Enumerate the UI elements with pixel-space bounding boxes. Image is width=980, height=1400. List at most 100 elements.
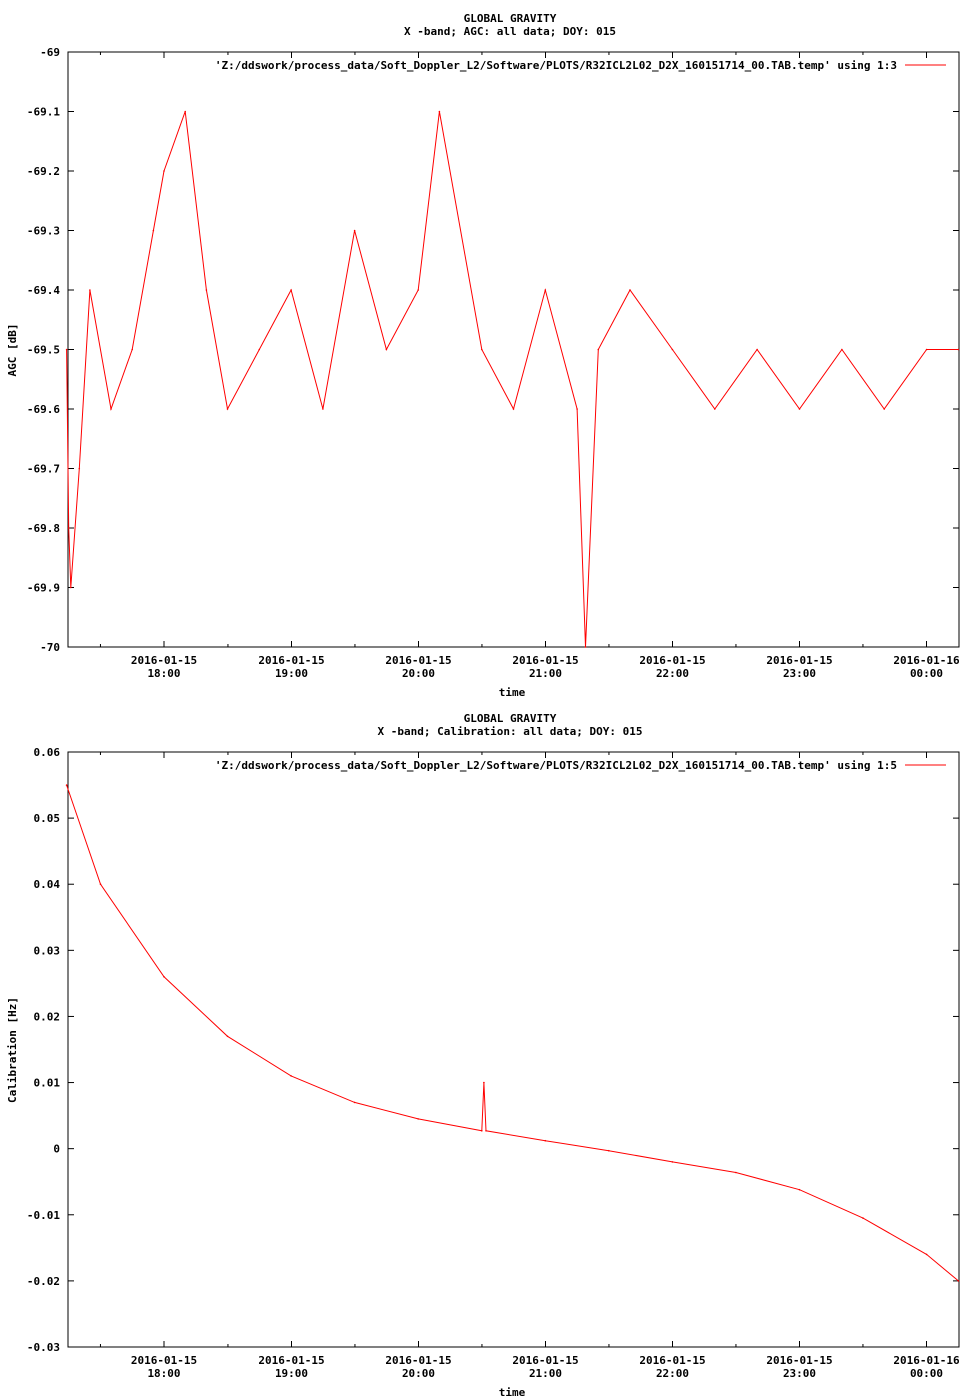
x-tick-date: 2016-01-15 [385,1354,451,1367]
x-tick-time: 21:00 [529,1367,562,1380]
y-tick-label: -69 [40,46,60,59]
data-point [756,348,758,351]
data-point [385,348,388,351]
data-point [544,289,547,291]
x-tick-time: 22:00 [656,1367,689,1380]
x-tick-time: 21:00 [529,667,562,680]
x-tick-time: 19:00 [275,1367,308,1380]
legend: 'Z:/ddswork/process_data/Soft_Doppler_L2… [215,59,946,72]
data-point [205,289,208,291]
data-point [353,229,356,232]
x-tick-time: 20:00 [402,1367,435,1380]
y-axis-label: Calibration [Hz] [6,997,19,1103]
y-tick-label: 0.01 [34,1077,61,1090]
x-tick-time: 00:00 [910,1367,943,1380]
data-point [152,229,155,232]
chart-subtitle: X -band; Calibration: all data; DOY: 015 [378,725,643,738]
x-axis-label: time [499,686,526,699]
x-tick-date: 2016-01-15 [766,1354,832,1367]
x-tick-date: 2016-01-15 [131,654,197,667]
data-point [322,408,324,410]
y-tick-label: -0.01 [27,1209,60,1222]
legend-label: 'Z:/ddswork/process_data/Soft_Doppler_L2… [215,59,897,72]
data-point [65,784,68,786]
data-point [417,1118,420,1120]
data-point [78,467,81,470]
data-point [99,883,102,885]
y-tick-label: -69.5 [27,344,60,357]
chart-title: GLOBAL GRAVITY [464,12,557,25]
data-point [485,1130,487,1132]
calibration-chart: GLOBAL GRAVITY X -band; Calibration: all… [6,712,960,1399]
agc-series [65,110,960,648]
agc-chart: GLOBAL GRAVITY X -band; AGC: all data; D… [6,12,960,699]
y-tick-label: -69.9 [27,582,60,595]
data-point [862,1217,864,1219]
data-point [131,348,133,351]
x-axis-label: time [499,1386,526,1399]
x-tick-time: 23:00 [783,1367,816,1380]
data-point [714,408,716,410]
x-axis: 2016-01-1518:002016-01-1519:002016-01-15… [99,752,960,1380]
x-tick-time: 23:00 [783,667,816,680]
y-axis: -69 -69.1 -69.2 -69.3 -69.4 -69.5 -69.6 -69.7 -6… [27,46,959,654]
chart-title: GLOBAL GRAVITY [464,712,557,725]
data-point [597,348,600,351]
chart-subtitle: X -band; AGC: all data; DOY: 015 [404,25,616,38]
data-point [735,1171,737,1174]
data-point [67,527,70,529]
data-point [925,1253,928,1256]
data-point [608,1149,610,1152]
x-tick-time: 19:00 [275,667,308,680]
data-point [438,110,441,113]
data-point [110,408,112,410]
data-point [544,1139,547,1142]
data-point [925,348,928,351]
y-tick-label: -69.4 [27,284,60,297]
data-point [290,1075,292,1077]
data-point [417,289,420,291]
data-point [184,110,186,113]
y-tick-label: -69.1 [27,106,60,119]
data-point [226,408,229,410]
data-point [512,408,515,410]
series-line [66,111,959,648]
data-point [629,289,631,291]
y-tick-label: -69.7 [27,463,60,476]
x-tick-date: 2016-01-15 [258,654,324,667]
plot-frame [67,751,960,1348]
y-tick-label: -69.6 [27,403,60,416]
data-point [258,348,261,351]
data-point [576,408,578,410]
x-tick-time: 18:00 [147,667,180,680]
y-axis-label: AGC [dB] [6,324,19,377]
data-point [226,1035,229,1038]
x-tick-date: 2016-01-15 [639,1354,705,1367]
data-point [163,170,165,172]
data-point [798,408,801,410]
legend-label: 'Z:/ddswork/process_data/Soft_Doppler_L2… [215,759,897,772]
y-tick-label: -0.03 [27,1341,60,1354]
data-point [65,348,68,351]
calibration-series [65,784,960,1282]
data-point [481,348,483,351]
x-tick-time: 20:00 [402,667,435,680]
data-point [70,586,72,589]
y-tick-label: -70 [40,641,60,654]
y-tick-label: -69.8 [27,522,60,535]
x-tick-date: 2016-01-15 [258,1354,324,1367]
data-point [481,1130,483,1132]
data-point [163,976,165,978]
y-tick-label: -0.02 [27,1275,60,1288]
data-point [89,289,91,291]
x-tick-date: 2016-01-16 [893,1354,960,1367]
x-tick-date: 2016-01-15 [512,654,578,667]
y-tick-label: 0.06 [34,746,61,759]
x-tick-date: 2016-01-15 [766,654,832,667]
data-point [671,1161,674,1163]
data-point [798,1188,801,1191]
x-tick-time: 22:00 [656,667,689,680]
x-tick-time: 18:00 [147,1367,180,1380]
x-axis: 2016-01-1518:002016-01-1519:002016-01-15… [99,52,960,680]
